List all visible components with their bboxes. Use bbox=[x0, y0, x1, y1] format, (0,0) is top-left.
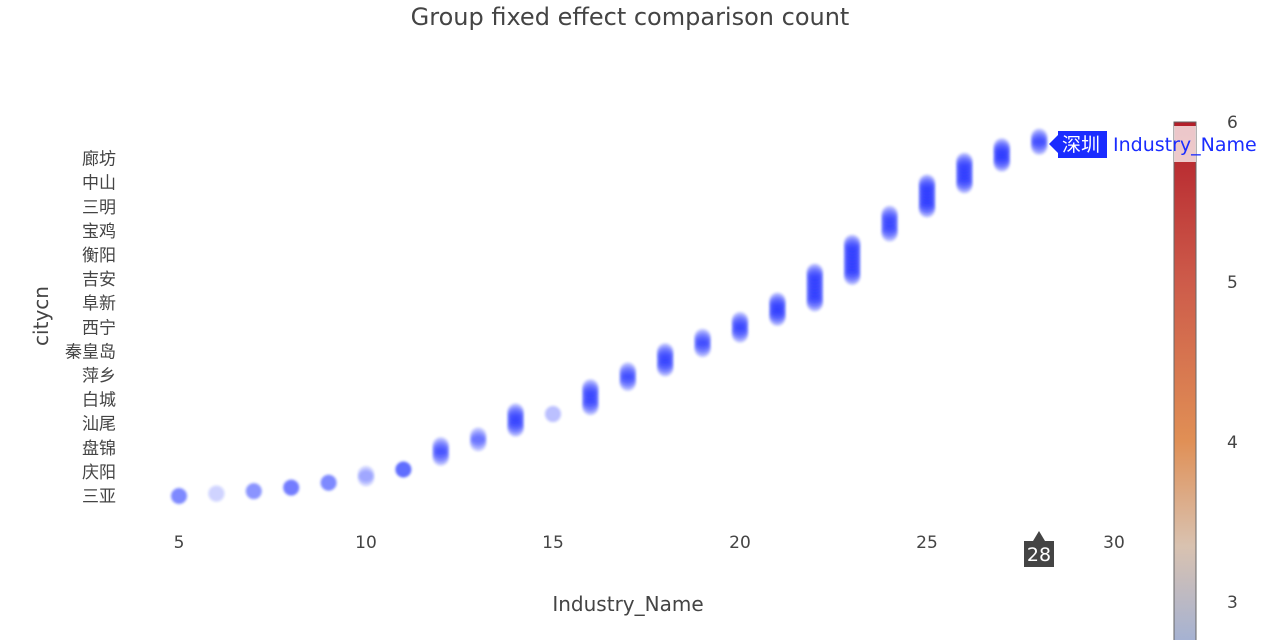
hover-label-x-box bbox=[1024, 531, 1054, 567]
y-tick-label: 廊坊 bbox=[82, 150, 116, 170]
scatter-point[interactable] bbox=[283, 479, 300, 496]
y-tick-label: 中山 bbox=[82, 174, 116, 194]
y-tick-label: 宝鸡 bbox=[82, 222, 116, 242]
y-tick-label: 三明 bbox=[82, 198, 116, 218]
y-tick-label: 三亚 bbox=[82, 487, 116, 507]
scatter-point[interactable] bbox=[732, 312, 748, 329]
x-axis-ticks: 5 10 15 20 25 30 bbox=[174, 533, 1125, 553]
scatter-point[interactable] bbox=[545, 406, 561, 423]
y-axis-ticks: 三亚 庆阳 盘锦 汕尾 白城 萍乡 秦皇岛 西宁 阜新 吉安 衡阳 宝鸡 三明 中山 廊坊 bbox=[65, 150, 116, 507]
scatter-point[interactable] bbox=[919, 174, 935, 191]
colorbar-tick-label: 3 bbox=[1227, 593, 1238, 613]
scatter-point[interactable] bbox=[507, 403, 524, 420]
colorbar-tick-label: 5 bbox=[1227, 273, 1238, 293]
scatter-point[interactable] bbox=[432, 437, 449, 454]
scatter-point[interactable] bbox=[320, 474, 337, 491]
x-tick-label: 30 bbox=[1103, 533, 1125, 553]
y-tick-label: 秦皇岛 bbox=[65, 342, 116, 362]
hover-label-x: 28 bbox=[1024, 531, 1054, 567]
y-tick-label: 吉安 bbox=[82, 270, 116, 290]
scatter-point[interactable] bbox=[582, 379, 599, 396]
scatter-point[interactable] bbox=[694, 328, 711, 345]
scatter-point[interactable] bbox=[993, 138, 1010, 155]
scatter-point[interactable] bbox=[171, 488, 187, 504]
x-tick-label: 5 bbox=[174, 533, 185, 553]
y-tick-label: 衡阳 bbox=[82, 246, 116, 266]
x-tick-label: 25 bbox=[916, 533, 938, 553]
y-tick-label: 萍乡 bbox=[82, 367, 116, 387]
hover-trace-name: Industry_Name bbox=[1113, 134, 1257, 156]
scatter-point[interactable] bbox=[358, 466, 374, 483]
hover-label-y-box bbox=[1049, 131, 1107, 158]
colorbar-ticks: 3 4 5 6 bbox=[1227, 113, 1238, 613]
scatter-point[interactable] bbox=[956, 153, 973, 170]
scatter-point[interactable] bbox=[769, 292, 786, 309]
y-tick-label: 阜新 bbox=[82, 294, 116, 314]
scatter-point[interactable] bbox=[1031, 128, 1048, 145]
y-tick-label: 盘锦 bbox=[82, 439, 116, 459]
scatter-point[interactable] bbox=[806, 263, 823, 280]
colorbar-tick-label: 6 bbox=[1227, 113, 1238, 133]
hover-y-value: 深圳 bbox=[1062, 134, 1100, 156]
y-tick-label: 白城 bbox=[82, 391, 116, 411]
scatter-point[interactable] bbox=[881, 206, 898, 223]
scatter-point[interactable] bbox=[619, 362, 636, 379]
chart-title: Group fixed effect comparison count bbox=[411, 3, 850, 31]
hover-x-value: 28 bbox=[1027, 544, 1051, 566]
colorbar-bar bbox=[1173, 121, 1197, 640]
scatter-points bbox=[171, 128, 1048, 504]
y-tick-label: 汕尾 bbox=[82, 415, 116, 435]
scatter-point[interactable] bbox=[470, 427, 487, 444]
colorbar-highlight bbox=[1174, 126, 1196, 162]
hover-label-y: 深圳 Industry_Name bbox=[1049, 131, 1257, 158]
colorbar-tick-label: 4 bbox=[1227, 433, 1238, 453]
y-axis-title: citycn bbox=[29, 286, 53, 346]
scatter-point[interactable] bbox=[395, 461, 412, 478]
scatter-point[interactable] bbox=[844, 234, 861, 251]
scatter-point[interactable] bbox=[245, 483, 262, 500]
y-tick-label: 庆阳 bbox=[82, 463, 116, 483]
x-tick-label: 10 bbox=[355, 533, 377, 553]
scatter-point[interactable] bbox=[657, 343, 674, 360]
x-axis-title: Industry_Name bbox=[552, 592, 703, 616]
colorbar: 3 4 5 6 bbox=[1173, 113, 1238, 640]
x-tick-label: 15 bbox=[542, 533, 564, 553]
y-tick-label: 西宁 bbox=[82, 318, 116, 338]
scatter-point[interactable] bbox=[208, 485, 225, 502]
x-tick-label: 20 bbox=[729, 533, 751, 553]
